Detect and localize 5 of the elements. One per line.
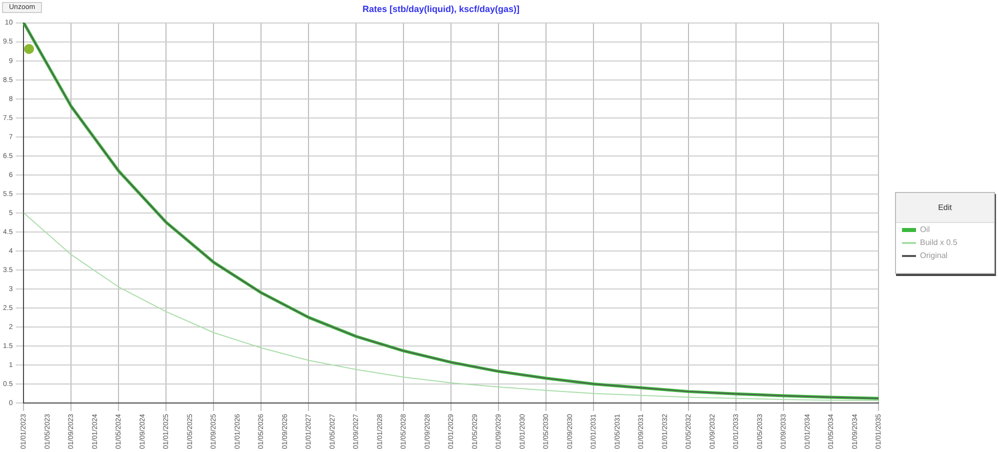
chart-title: Rates [stb/day(liquid), kscf/day(gas)] [362,4,520,14]
legend-label: Original [920,251,948,260]
legend-title: Edit [896,193,994,223]
legend-label: Build x 0.5 [920,238,958,247]
legend-label: Oil [920,225,930,234]
